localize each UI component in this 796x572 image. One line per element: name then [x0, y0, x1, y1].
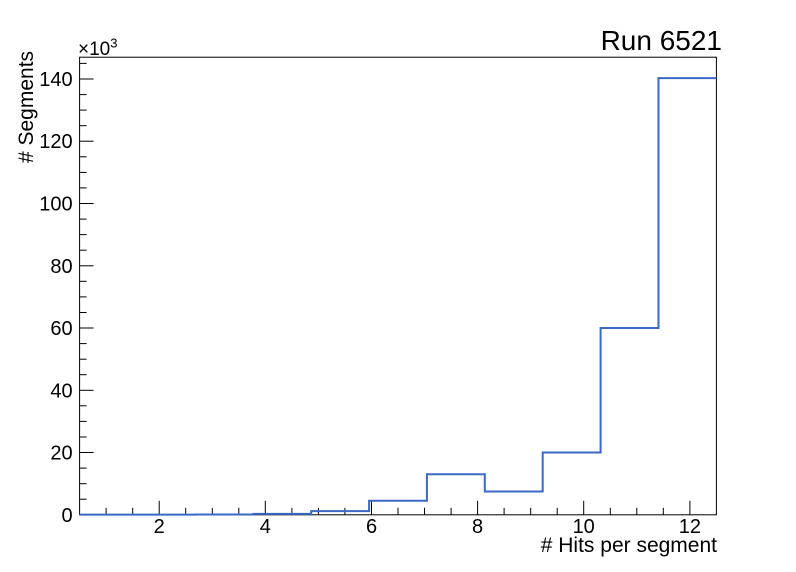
y-tick-label: 20 [50, 443, 72, 465]
y-tick-label: 40 [50, 380, 72, 402]
y-tick-label: 80 [50, 256, 72, 278]
y-axis-multiplier-base: ×10 [78, 39, 111, 60]
x-tick-label: 10 [573, 516, 595, 538]
x-tick-label: 12 [679, 516, 701, 538]
x-tick-label: 6 [366, 516, 377, 538]
y-tick-label: 120 [39, 131, 72, 153]
histogram-line [79, 77, 717, 516]
x-tick-label: 8 [472, 516, 483, 538]
plot-frame [79, 56, 717, 516]
x-axis-title: # Hits per segment [540, 534, 717, 557]
y-tick-label: 0 [61, 505, 72, 527]
x-tick-label: 4 [260, 516, 271, 538]
y-axis-multiplier-exponent: 3 [110, 35, 118, 51]
chart-title: Run 6521 [600, 25, 722, 56]
y-tick-label: 140 [39, 69, 72, 91]
y-tick-label: 60 [50, 318, 72, 340]
y-tick-label: 100 [39, 194, 72, 216]
x-tick-label: 2 [154, 516, 165, 538]
y-axis-multiplier: ×103 [78, 35, 118, 61]
